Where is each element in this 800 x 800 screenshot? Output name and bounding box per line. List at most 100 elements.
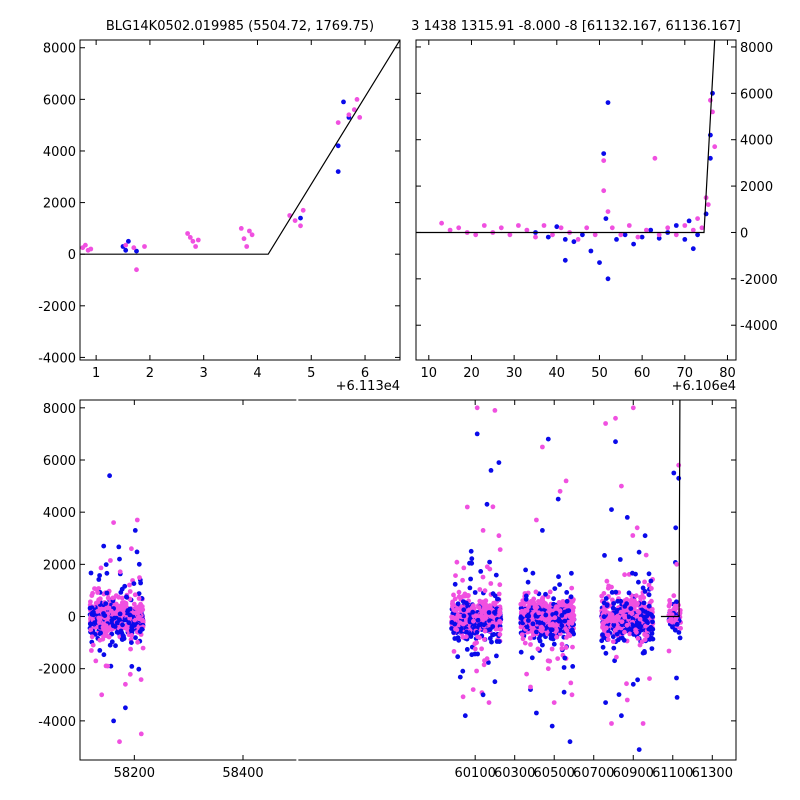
data-point-pink bbox=[676, 462, 682, 468]
data-point-blue bbox=[101, 652, 107, 658]
data-point-blue bbox=[549, 723, 555, 729]
data-point-blue bbox=[534, 710, 539, 716]
model-curve bbox=[660, 400, 681, 618]
data-point-pink bbox=[613, 415, 618, 421]
data-point-pink bbox=[535, 646, 541, 652]
data-point-pink bbox=[482, 658, 487, 663]
data-point-blue bbox=[648, 227, 654, 233]
data-point-blue bbox=[641, 600, 647, 606]
data-point-blue bbox=[610, 605, 616, 611]
data-point-blue bbox=[646, 626, 652, 632]
y-tick-label: 0 bbox=[68, 611, 76, 626]
data-point-pink bbox=[471, 613, 477, 619]
data-point-blue bbox=[133, 635, 138, 641]
data-point-blue bbox=[487, 636, 493, 641]
data-point-blue bbox=[649, 631, 655, 636]
data-point-pink bbox=[554, 634, 559, 640]
data-point-blue bbox=[518, 615, 524, 621]
data-point-blue bbox=[649, 635, 655, 641]
data-point-pink bbox=[497, 582, 503, 588]
data-point-pink bbox=[609, 584, 614, 590]
data-point-blue bbox=[642, 614, 648, 620]
data-point-pink bbox=[486, 700, 492, 705]
model-curve bbox=[416, 40, 716, 234]
data-point-blue bbox=[631, 241, 636, 247]
data-point-pink bbox=[584, 225, 590, 231]
x-tick-label: 60 bbox=[634, 366, 651, 381]
data-point-blue bbox=[464, 647, 470, 652]
data-point-blue bbox=[462, 713, 468, 719]
data-point-pink bbox=[612, 627, 618, 633]
data-point-pink bbox=[507, 232, 513, 238]
data-point-pink bbox=[492, 408, 498, 413]
data-point-blue bbox=[677, 635, 683, 641]
data-point-blue bbox=[490, 591, 496, 597]
data-point-blue bbox=[523, 596, 529, 602]
data-point-blue bbox=[102, 613, 108, 618]
data-point-pink bbox=[89, 648, 94, 653]
data-point-pink bbox=[518, 624, 524, 630]
data-point-pink bbox=[138, 731, 144, 737]
data-point-blue bbox=[551, 596, 556, 602]
data-point-pink bbox=[674, 561, 680, 567]
data-point-blue bbox=[676, 630, 682, 635]
data-point-blue bbox=[649, 646, 655, 651]
data-point-pink bbox=[616, 614, 621, 620]
data-point-blue bbox=[487, 627, 493, 633]
data-point-pink bbox=[335, 120, 341, 125]
y-tick-label: 8000 bbox=[43, 402, 76, 417]
data-point-blue bbox=[475, 617, 481, 623]
data-point-blue bbox=[613, 439, 618, 445]
data-point-pink bbox=[89, 593, 95, 598]
data-point-blue bbox=[538, 632, 544, 638]
data-point-pink bbox=[481, 662, 487, 668]
data-point-blue bbox=[672, 627, 678, 633]
data-point-pink bbox=[452, 615, 458, 621]
data-point-pink bbox=[559, 641, 565, 647]
data-point-blue bbox=[674, 621, 680, 627]
data-point-pink bbox=[480, 615, 486, 621]
data-point-blue bbox=[559, 623, 565, 628]
y-tick-label: 8000 bbox=[740, 41, 773, 56]
data-point-pink bbox=[544, 603, 549, 608]
data-point-blue bbox=[676, 475, 682, 481]
data-point-blue bbox=[452, 636, 458, 641]
data-point-pink bbox=[93, 658, 99, 664]
data-point-blue bbox=[529, 655, 535, 661]
y-tick-label: 2000 bbox=[43, 197, 76, 212]
data-point-blue bbox=[490, 624, 496, 629]
data-point-pink bbox=[637, 642, 643, 648]
data-point-blue bbox=[530, 621, 536, 627]
data-point-blue bbox=[123, 705, 128, 711]
x-tick-label: 20 bbox=[463, 366, 480, 381]
data-point-blue bbox=[605, 100, 611, 105]
data-point-blue bbox=[526, 613, 532, 619]
data-point-pink bbox=[570, 644, 575, 650]
data-point-blue bbox=[628, 606, 634, 611]
data-point-blue bbox=[624, 515, 630, 520]
data-point-blue bbox=[96, 577, 102, 582]
data-point-blue bbox=[459, 626, 464, 632]
data-point-blue bbox=[571, 239, 577, 245]
data-point-blue bbox=[569, 627, 575, 633]
data-point-blue bbox=[103, 562, 109, 567]
data-point-blue bbox=[559, 613, 565, 618]
data-point-pink bbox=[477, 635, 482, 640]
data-point-pink bbox=[238, 226, 244, 231]
data-point-pink bbox=[187, 235, 193, 240]
data-point-blue bbox=[650, 619, 655, 625]
data-point-blue bbox=[464, 629, 469, 635]
data-point-blue bbox=[571, 631, 576, 637]
data-point-blue bbox=[673, 223, 679, 228]
data-point-pink bbox=[456, 589, 462, 595]
data-point-blue bbox=[97, 573, 102, 578]
data-point-blue bbox=[101, 543, 107, 549]
y-tick-label: -2000 bbox=[740, 273, 778, 288]
data-point-blue bbox=[496, 639, 502, 644]
data-point-blue bbox=[674, 599, 679, 605]
data-point-blue bbox=[642, 589, 648, 594]
data-point-pink bbox=[571, 617, 577, 622]
data-point-blue bbox=[555, 496, 561, 502]
data-point-pink bbox=[479, 646, 484, 652]
